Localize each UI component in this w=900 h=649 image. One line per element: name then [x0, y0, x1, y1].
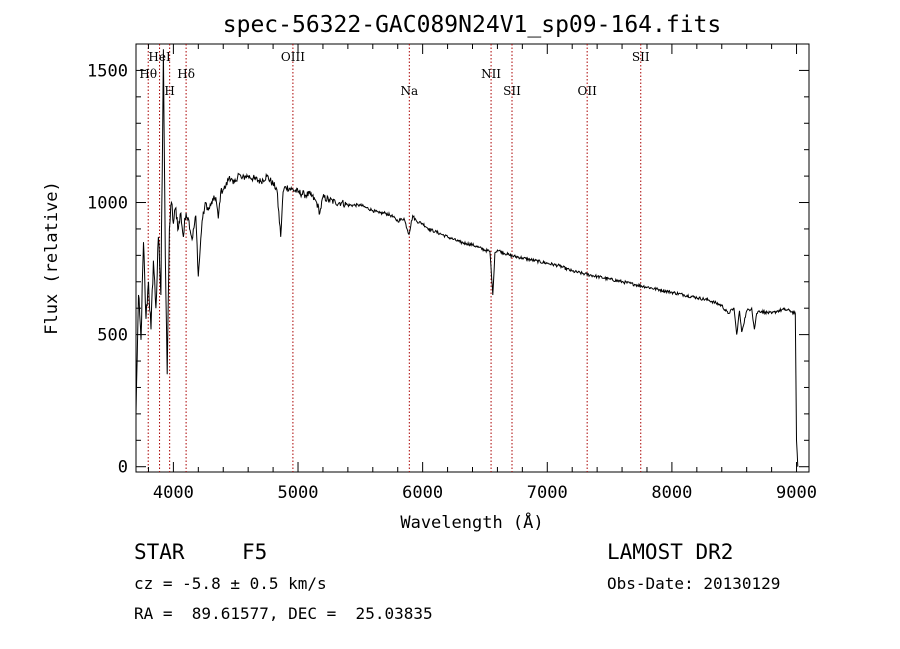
- chart-title: spec-56322-GAC089N24V1_sp09-164.fits: [223, 12, 722, 38]
- x-tick-label: 7000: [527, 483, 568, 503]
- x-axis-label: Wavelength (Å): [400, 511, 543, 533]
- object-subclass: F5: [242, 540, 268, 564]
- line-marker-label-nii: NII: [481, 67, 501, 81]
- x-tick-label: 5000: [278, 483, 319, 503]
- y-tick-label: 500: [97, 326, 128, 346]
- y-axis-label: Flux (relative): [42, 181, 62, 335]
- y-tick-label: 1000: [87, 194, 128, 214]
- line-marker-label-oiii: OIII: [281, 50, 305, 64]
- line-marker-label-hθ: Hθ: [139, 67, 157, 81]
- object-class: STAR: [134, 540, 185, 564]
- line-marker-label-hei: HeI: [148, 50, 171, 64]
- spectrum-line: [135, 49, 799, 467]
- x-tick-label: 9000: [776, 483, 817, 503]
- plot-frame: [135, 43, 810, 473]
- x-tick-label: 4000: [153, 483, 194, 503]
- line-marker-label-sii: SII: [503, 84, 521, 98]
- y-tick-label: 0: [118, 458, 128, 478]
- line-marker-label-na: Na: [400, 84, 418, 98]
- x-tick-label: 6000: [402, 483, 443, 503]
- axis-tick-labels: 4000 5000 6000 7000 8000 9000 0 500 1000 1500: [87, 61, 817, 503]
- survey-name: LAMOST DR2: [607, 540, 734, 564]
- coordinates-readout: RA = 89.61577, DEC = 25.03835: [134, 604, 433, 623]
- observation-date: Obs-Date: 20130129: [607, 574, 781, 593]
- y-tick-label: 1500: [87, 61, 128, 81]
- line-marker-label-h: H: [164, 84, 174, 98]
- line-marker-label-sii: SII: [632, 50, 650, 64]
- redshift-readout: cz = -5.8 ± 0.5 km/s: [134, 574, 327, 593]
- axis-ticks: [136, 44, 809, 472]
- line-marker-label-oii: OII: [577, 84, 597, 98]
- x-tick-label: 8000: [651, 483, 692, 503]
- line-marker-label-hδ: Hδ: [177, 67, 195, 81]
